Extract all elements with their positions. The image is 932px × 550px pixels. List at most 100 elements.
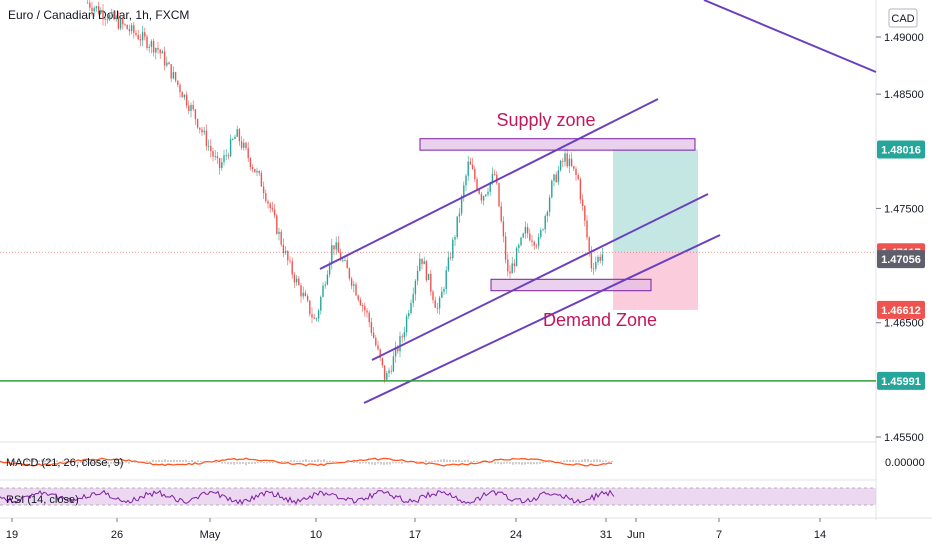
candle-body <box>540 230 542 238</box>
candle-body <box>445 270 447 289</box>
candle-body <box>513 263 516 267</box>
candle-body <box>359 299 362 306</box>
macd-signal-line <box>0 457 613 467</box>
candle-body <box>383 365 386 380</box>
y-tick-label: 1.47500 <box>884 203 924 215</box>
candle-body <box>511 263 513 274</box>
candle-body <box>148 46 150 48</box>
candle-body <box>170 64 172 79</box>
candle-body <box>240 141 243 148</box>
candle-body <box>163 51 166 66</box>
candle-body <box>425 261 428 281</box>
candle-body <box>315 318 318 320</box>
candle-body <box>267 201 269 204</box>
candle-body <box>117 17 120 29</box>
candle-body <box>172 72 175 79</box>
candle-body <box>386 373 388 380</box>
candle-body <box>335 242 337 250</box>
candle-body <box>157 48 159 50</box>
candle-body <box>115 17 117 20</box>
candle-body <box>496 174 498 184</box>
candle-body <box>137 34 139 40</box>
candle-body <box>353 284 355 286</box>
candle-body <box>287 250 289 261</box>
candle-body <box>139 39 142 41</box>
candle-body <box>581 199 584 206</box>
candle-body <box>412 294 414 304</box>
demand-zone-box[interactable] <box>490 278 652 292</box>
candle-body <box>126 25 128 30</box>
candle-body <box>342 260 344 262</box>
candle-body <box>166 62 168 66</box>
candle-body <box>370 322 373 333</box>
price-tag-box <box>877 140 925 159</box>
candle-body <box>232 138 234 140</box>
candle-body <box>471 164 474 170</box>
candle-body <box>434 300 436 308</box>
candle-body <box>348 268 351 279</box>
candle-body <box>443 288 445 292</box>
candle-body <box>185 94 188 106</box>
candle-body <box>238 129 241 142</box>
candle-body <box>555 174 557 183</box>
candle-body <box>372 332 375 338</box>
candle-body <box>493 173 496 175</box>
candle-body <box>408 313 410 317</box>
candle-body <box>236 129 238 137</box>
candle-body <box>229 139 232 157</box>
macd-label[interactable]: MACD (21, 26, close, 9) <box>6 457 123 469</box>
candle-body <box>537 237 540 246</box>
candle-body <box>518 245 520 249</box>
candle-body <box>551 180 553 198</box>
supply-zone-label: Supply zone <box>496 110 595 130</box>
candle-body <box>480 193 483 201</box>
candle-body <box>289 260 291 262</box>
x-tick-label: 31 <box>600 529 612 541</box>
candle-body <box>183 94 186 98</box>
candle-body <box>509 271 511 274</box>
candle-body <box>119 18 122 29</box>
channel-middle-line[interactable] <box>371 193 709 361</box>
rsi-label[interactable]: RSI (14, close) <box>6 494 79 506</box>
candle-body <box>291 261 293 275</box>
x-tick-label: 24 <box>510 529 522 541</box>
price-tag-box <box>877 300 925 319</box>
price-axis[interactable]: 1.45500 1.46500 1.47500 1.48500 1.49000 <box>876 32 924 444</box>
candle-body <box>243 142 245 148</box>
candle-body <box>467 161 469 176</box>
candle-body <box>401 336 403 338</box>
candle-body <box>452 239 454 259</box>
trend-line-top-right[interactable] <box>703 0 877 73</box>
candle-body <box>179 84 181 93</box>
candle-body <box>128 29 131 32</box>
candle-body <box>377 345 379 350</box>
candle-body <box>210 145 212 152</box>
candle-body <box>282 244 285 253</box>
candle-body <box>463 185 465 196</box>
chart-title: Euro / Canadian Dollar, 1h, FXCM <box>8 8 189 22</box>
candle-body <box>104 18 106 20</box>
candle-body <box>144 32 146 37</box>
demand-zone-label: Demand Zone <box>543 310 657 330</box>
candle-body <box>344 260 346 262</box>
channel-lower-line[interactable] <box>363 234 721 404</box>
currency-box[interactable] <box>888 8 918 28</box>
price-tag-box <box>877 371 925 390</box>
candle-body <box>397 346 399 352</box>
candle-body <box>504 236 507 260</box>
candle-body <box>531 240 533 242</box>
candle-body <box>133 25 135 33</box>
x-tick-label: 17 <box>409 529 421 541</box>
candle-body <box>306 296 309 301</box>
candle-body <box>524 227 527 234</box>
candle-body <box>535 245 538 247</box>
x-tick-label: Jun <box>627 529 645 541</box>
channel-upper-line[interactable] <box>319 98 659 270</box>
time-axis[interactable]: 19 26 May 10 17 24 31 Jun 7 14 <box>6 518 826 541</box>
position-target-area[interactable] <box>613 149 698 253</box>
candle-body <box>304 292 307 297</box>
candle-body <box>188 105 190 111</box>
rsi-band <box>0 488 876 505</box>
